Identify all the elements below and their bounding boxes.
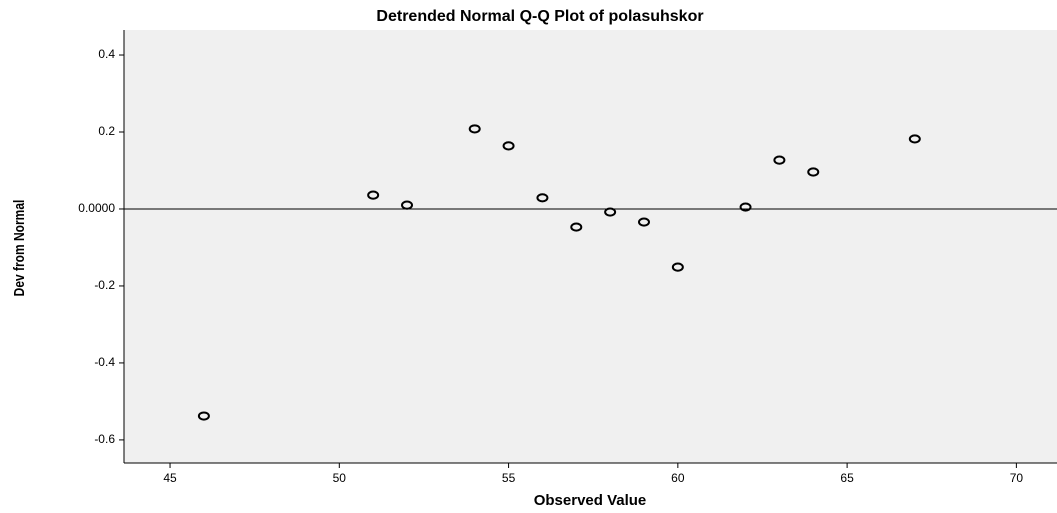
point: [197, 411, 210, 421]
point: [637, 217, 650, 227]
y-axis-label: Dev from Normal: [11, 200, 28, 297]
point: [739, 202, 752, 212]
point: [502, 141, 515, 151]
point: [671, 262, 684, 272]
y-tick-label: 0.4: [98, 47, 115, 61]
point: [908, 134, 921, 144]
y-tick-label: 0.0000: [78, 201, 115, 215]
point: [604, 207, 617, 217]
y-tick-label: -0.6: [94, 432, 115, 446]
x-tick-label: 65: [840, 471, 854, 485]
y-tick-label: -0.2: [94, 278, 115, 292]
point: [570, 222, 583, 232]
point: [773, 155, 786, 165]
point: [367, 190, 380, 200]
chart-title: Detrended Normal Q-Q Plot of polasuhskor: [376, 8, 703, 25]
y-tick-label: 0.2: [98, 124, 115, 138]
point: [468, 124, 481, 134]
x-tick-label: 55: [502, 471, 516, 485]
x-tick-label: 70: [1010, 471, 1024, 485]
x-tick-label: 60: [671, 471, 685, 485]
point: [401, 200, 414, 210]
y-tick-label: -0.4: [94, 355, 115, 369]
x-axis-label: Observed Value: [534, 492, 647, 509]
point: [807, 167, 820, 177]
point: [536, 193, 549, 203]
x-tick-label: 50: [333, 471, 347, 485]
plot-background: [124, 30, 1057, 463]
x-tick-label: 45: [163, 471, 177, 485]
